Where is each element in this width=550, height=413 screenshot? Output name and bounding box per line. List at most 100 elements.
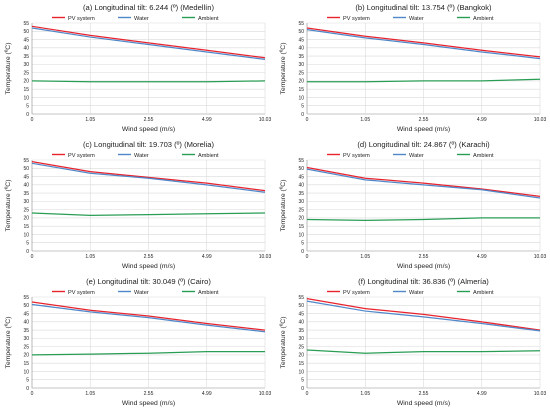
chart-panel: (d) Longitudinal tilt: 24.867 (º) (Karac… [280,140,546,270]
chart-title: (d) Longitudinal tilt: 24.867 (º) (Karac… [357,140,490,149]
legend-label: Water [409,153,424,159]
y-tick-label: 25 [298,207,304,213]
x-tick-label: 0 [31,117,34,123]
y-tick-label: 30 [298,62,304,68]
y-tick-label: 45 [298,174,304,180]
x-tick-label: 2.55 [144,391,154,397]
series-line [31,301,266,331]
x-tick-label: 10.03 [259,117,272,123]
series-line [306,217,540,222]
series-line [306,29,541,60]
chart-title: (a) Longitudinal tilt: 6.244 (º) (Medell… [83,3,215,12]
y-tick-label: 55 [23,158,29,164]
chart-title: (b) Longitudinal tilt: 13.754 (º) (Bangk… [355,3,492,12]
x-tick-label: 0 [306,117,309,123]
y-tick-label: 0 [26,249,29,255]
y-tick-label: 25 [23,70,29,76]
x-tick-label: 10.03 [534,254,547,260]
legend-label: PV system [343,16,370,22]
y-tick-label: 20 [23,353,29,359]
y-axis-label: Temperature (ºC) [5,180,12,232]
x-tick-label: 4.99 [202,254,212,260]
chart-panel: (c) Longitudinal tilt: 19.703 (º) (Morel… [5,140,271,270]
y-tick-label: 55 [298,158,304,164]
x-tick-label: 4.99 [477,391,487,397]
y-tick-label: 50 [298,166,304,172]
legend-label: Water [409,16,424,22]
x-tick-label: 0 [31,391,34,397]
x-tick-label: 10.03 [259,391,272,397]
y-tick-label: 25 [23,344,29,350]
y-tick-label: 30 [23,62,29,68]
y-tick-label: 50 [298,303,304,309]
y-tick-label: 40 [298,320,304,326]
y-tick-label: 0 [301,386,304,392]
x-tick-label: 2.55 [144,254,154,260]
chart-title: (f) Longitudinal tilt: 36.836 (º) (Almer… [358,277,489,286]
y-tick-label: 40 [23,46,29,52]
y-tick-label: 45 [23,311,29,317]
series-line [31,25,266,59]
y-tick-label: 15 [23,87,29,93]
x-tick-label: 2.55 [419,117,429,123]
y-axis-label: Temperature (ºC) [280,43,287,95]
x-tick-label: 1.05 [360,391,370,397]
y-axis-label: Temperature (ºC) [5,43,12,95]
y-tick-label: 20 [298,353,304,359]
y-tick-label: 15 [23,224,29,230]
y-tick-label: 45 [298,37,304,43]
series-line [306,168,541,199]
x-tick-label: 4.99 [202,391,212,397]
series-line [306,298,541,331]
series-line [31,350,265,356]
x-tick-label: 1.05 [360,254,370,260]
series-line [31,303,266,333]
y-tick-label: 45 [23,174,29,180]
series-line [31,27,266,61]
y-tick-label: 5 [26,378,29,384]
legend-label: PV system [68,16,95,22]
legend-label: Ambient [473,290,494,296]
y-tick-label: 40 [23,320,29,326]
x-tick-label: 1.05 [85,254,95,260]
y-tick-label: 50 [298,29,304,35]
y-tick-label: 55 [23,295,29,301]
y-tick-label: 35 [23,191,29,197]
x-tick-label: 2.55 [419,254,429,260]
y-axis-label: Temperature (ºC) [280,180,287,232]
legend-label: Ambient [198,290,219,296]
x-tick-label: 0 [306,391,309,397]
y-tick-label: 20 [23,79,29,85]
y-tick-label: 15 [298,87,304,93]
x-axis-label: Wind speed (m/s) [397,263,450,270]
y-tick-label: 10 [298,95,304,101]
y-tick-label: 20 [298,79,304,85]
y-tick-label: 25 [23,207,29,213]
series-line [306,27,541,58]
y-tick-label: 30 [23,199,29,205]
x-axis-label: Wind speed (m/s) [122,263,175,270]
x-axis-label: Wind speed (m/s) [397,126,450,133]
y-tick-label: 5 [301,378,304,384]
legend-label: Water [134,153,149,159]
y-tick-label: 40 [298,183,304,189]
y-tick-label: 30 [298,336,304,342]
x-axis-label: Wind speed (m/s) [397,400,450,407]
y-axis-label: Temperature (ºC) [280,317,287,369]
y-tick-label: 5 [26,104,29,110]
y-tick-label: 35 [23,328,29,334]
y-tick-label: 35 [298,328,304,334]
y-tick-label: 35 [298,191,304,197]
y-tick-label: 55 [298,21,304,27]
legend-label: PV system [343,290,370,296]
y-tick-label: 45 [298,311,304,317]
legend-label: Ambient [198,16,219,22]
y-tick-label: 40 [23,183,29,189]
x-tick-label: 4.99 [202,117,212,123]
y-tick-label: 25 [298,70,304,76]
y-tick-label: 30 [298,199,304,205]
x-tick-label: 10.03 [534,391,547,397]
y-tick-label: 55 [23,21,29,27]
chart-title: (e) Longitudinal tilt: 30.049 (º) (Cairo… [86,277,211,286]
x-tick-label: 4.99 [477,254,487,260]
